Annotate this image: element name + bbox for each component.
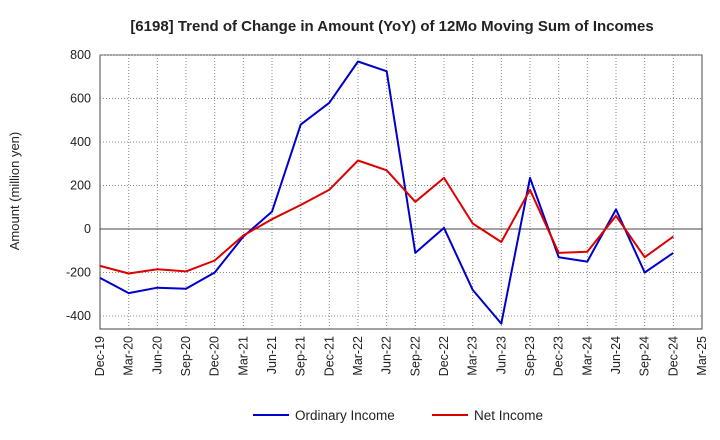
series-lines (99, 60, 674, 325)
x-tick-label: Mar-24 (580, 336, 594, 376)
legend: Ordinary Income Net Income (253, 408, 543, 423)
y-tick-label: 800 (70, 48, 91, 62)
gridlines (100, 54, 702, 329)
x-tick-label: Sep-22 (408, 336, 422, 376)
x-tick-label: Sep-21 (294, 336, 308, 376)
x-tick-label: Mar-23 (466, 336, 480, 376)
net-income-legend-label: Net Income (474, 408, 543, 423)
x-axis-ticks: Dec-19 Mar-20 Jun-20 Sep-20 Dec-20 Mar-21 Jun-… (93, 336, 709, 376)
x-tick-label: Sep-20 (179, 336, 193, 376)
x-tick-label: Jun-24 (609, 336, 623, 374)
plot-area (99, 54, 703, 330)
x-tick-label: Mar-25 (695, 336, 709, 376)
ordinary-income-legend-label: Ordinary Income (295, 408, 395, 423)
x-tick-label: Dec-19 (93, 336, 107, 376)
ordinary-income-line (99, 60, 674, 325)
x-tick-label: Sep-23 (523, 336, 537, 376)
x-tick-label: Dec-22 (437, 336, 451, 376)
x-tick-label: Dec-23 (552, 336, 566, 376)
y-axis-ticks: 800 600 400 200 0 -200 -400 (66, 48, 91, 323)
x-tick-label: Mar-22 (351, 336, 365, 376)
net-income-line (99, 159, 674, 275)
x-tick-label: Dec-24 (666, 336, 680, 376)
y-axis-label: Amount (million yen) (7, 132, 22, 251)
x-tick-label: Mar-20 (122, 336, 136, 376)
x-tick-label: Sep-24 (638, 336, 652, 376)
y-tick-label: 0 (84, 222, 91, 236)
y-tick-label: 200 (70, 178, 91, 192)
x-tick-label: Jun-22 (380, 336, 394, 374)
x-tick-label: Jun-23 (494, 336, 508, 374)
y-tick-label: 400 (70, 135, 91, 149)
x-tick-label: Jun-20 (150, 336, 164, 374)
x-tick-label: Mar-21 (236, 336, 250, 376)
y-tick-label: 600 (70, 91, 91, 105)
x-tick-label: Jun-21 (265, 336, 279, 374)
y-tick-label: -400 (66, 309, 91, 323)
y-tick-label: -200 (66, 265, 91, 279)
chart-title: [6198] Trend of Change in Amount (YoY) o… (130, 18, 653, 35)
x-tick-label: Dec-21 (322, 336, 336, 376)
x-tick-label: Dec-20 (208, 336, 222, 376)
